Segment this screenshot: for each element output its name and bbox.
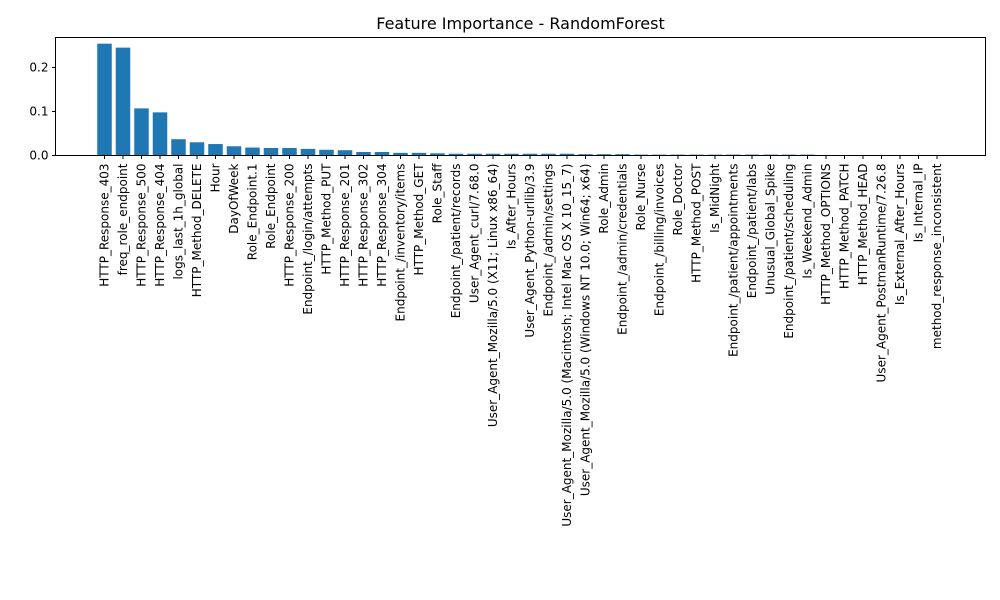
bar-8 (245, 147, 260, 156)
x-tick-label-10: HTTP_Response_200 (283, 164, 297, 287)
bar-2 (134, 108, 149, 156)
bar-12 (319, 149, 334, 156)
x-tick-label-23: User_Agent_Python-urllib/3.9 (523, 164, 537, 338)
bar-3 (152, 112, 168, 156)
x-tick-label-16: Endpoint_/inventory/items (394, 164, 408, 322)
bar-5 (189, 142, 205, 156)
x-tick-label-22: Is_After_Hours (505, 164, 519, 250)
bar-10 (282, 148, 297, 156)
x-tick-label-42: User_Agent_PostmanRuntime/7.26.8 (875, 164, 889, 383)
chart-title: Feature Importance - RandomForest (376, 14, 665, 33)
x-tick-label-12: HTTP_Method_PUT (320, 163, 334, 275)
bar-18 (430, 153, 445, 156)
x-tick-label-31: Role_Doctor (671, 163, 685, 235)
bar-0 (97, 43, 112, 156)
x-tick-label-40: HTTP_Method_PATCH (838, 164, 852, 290)
x-tick-label-13: HTTP_Response_201 (338, 164, 352, 287)
x-tick-label-27: Role_Admin (597, 164, 611, 234)
y-tick-label-1: 0.1 (29, 104, 48, 118)
y-tick-label-0: 0.0 (29, 149, 48, 163)
x-tick-label-18: Role_Staff (431, 163, 445, 224)
x-tick-label-14: HTTP_Response_302 (357, 164, 371, 287)
plot-area-frame (55, 37, 986, 156)
x-tick-label-1: freq_role_endpoint (116, 163, 130, 275)
bar-28 (615, 154, 630, 156)
x-tick-label-15: HTTP_Response_304 (375, 164, 389, 287)
x-tick-label-3: HTTP_Response_404 (153, 164, 167, 287)
bar-13 (337, 150, 353, 156)
x-tick-label-4: logs_last_1h_global (172, 164, 186, 280)
x-axis: HTTP_Response_403 freq_role_endpoint HTTP_… (98, 155, 944, 527)
x-tick-label-35: Endpoint_/patient/labs (745, 164, 759, 299)
bar-17 (411, 152, 427, 156)
x-tick-label-26: User_Agent_Mozilla/5.0 (Windows NT 10.0;… (579, 164, 593, 497)
bar-23 (522, 153, 538, 156)
bar-1 (115, 47, 131, 156)
bar-25 (559, 153, 575, 156)
x-tick-label-20: User_Agent_curl/7.68.0 (468, 164, 482, 304)
x-tick-label-45: method_response_inconsistent (930, 163, 944, 349)
bar-22 (504, 153, 519, 156)
x-tick-label-30: Endpoint_/billing/invoices (653, 164, 667, 317)
bar-4 (171, 139, 186, 156)
bar-15 (374, 151, 390, 156)
bar-21 (485, 153, 501, 156)
bar-19 (448, 153, 464, 156)
x-tick-label-0: HTTP_Response_403 (98, 164, 112, 287)
y-axis: 0.0 0.1 0.2 (29, 60, 56, 163)
bar-14 (356, 151, 371, 156)
bar-27 (596, 154, 612, 156)
y-tick-label-2: 0.2 (29, 60, 48, 74)
bar-7 (226, 146, 242, 156)
x-tick-label-7: DayOfWeek (227, 163, 241, 233)
x-tick-label-44: Is_Internal_IP (912, 164, 926, 243)
x-tick-label-21: User_Agent_Mozilla/5.0 (X11; Linux x86_6… (486, 164, 500, 428)
x-tick-label-39: HTTP_Method_OPTIONS (819, 164, 833, 305)
x-tick-label-11: Endpoint_/login/attempts (301, 164, 315, 315)
x-tick-label-41: HTTP_Method_HEAD (856, 164, 870, 286)
x-tick-label-38: Is_Weekend_Admin (801, 164, 815, 279)
x-tick-label-25: User_Agent_Mozilla/5.0 (Macintosh; Intel… (560, 164, 574, 527)
x-tick-label-2: HTTP_Response_500 (135, 164, 149, 287)
bar-26 (578, 154, 593, 156)
x-tick-label-37: Endpoint_/patient/scheduling (782, 164, 796, 339)
x-tick-label-8: Role_Endpoint.1 (246, 164, 260, 261)
bar-20 (467, 153, 482, 156)
x-tick-label-19: Endpoint_/patient/records (449, 164, 463, 319)
x-tick-label-32: HTTP_Method_POST (690, 163, 704, 283)
bar-16 (393, 152, 408, 156)
bar-24 (541, 153, 556, 156)
x-tick-label-34: Endpoint_/patient/appointments (727, 164, 741, 357)
x-tick-label-9: Role_Endpoint (264, 163, 278, 249)
bar-6 (208, 144, 223, 156)
bar-9 (263, 148, 279, 156)
x-tick-label-17: HTTP_Method_GET (412, 163, 426, 276)
x-tick-label-36: Unusual_Global_Spike (764, 164, 778, 295)
x-tick-label-28: Endpoint_/admin/credentials (616, 164, 630, 335)
x-tick-label-43: Is_External_After_Hours (893, 164, 907, 306)
x-tick-label-29: Role_Nurse (634, 164, 648, 231)
x-tick-label-5: HTTP_Method_DELETE (190, 164, 204, 298)
x-tick-label-33: Is_MidNight (708, 163, 722, 233)
x-tick-label-6: Hour (209, 163, 223, 192)
bars-group (97, 43, 945, 156)
x-tick-label-24: Endpoint_/admin/settings (542, 164, 556, 317)
bar-11 (300, 148, 316, 156)
